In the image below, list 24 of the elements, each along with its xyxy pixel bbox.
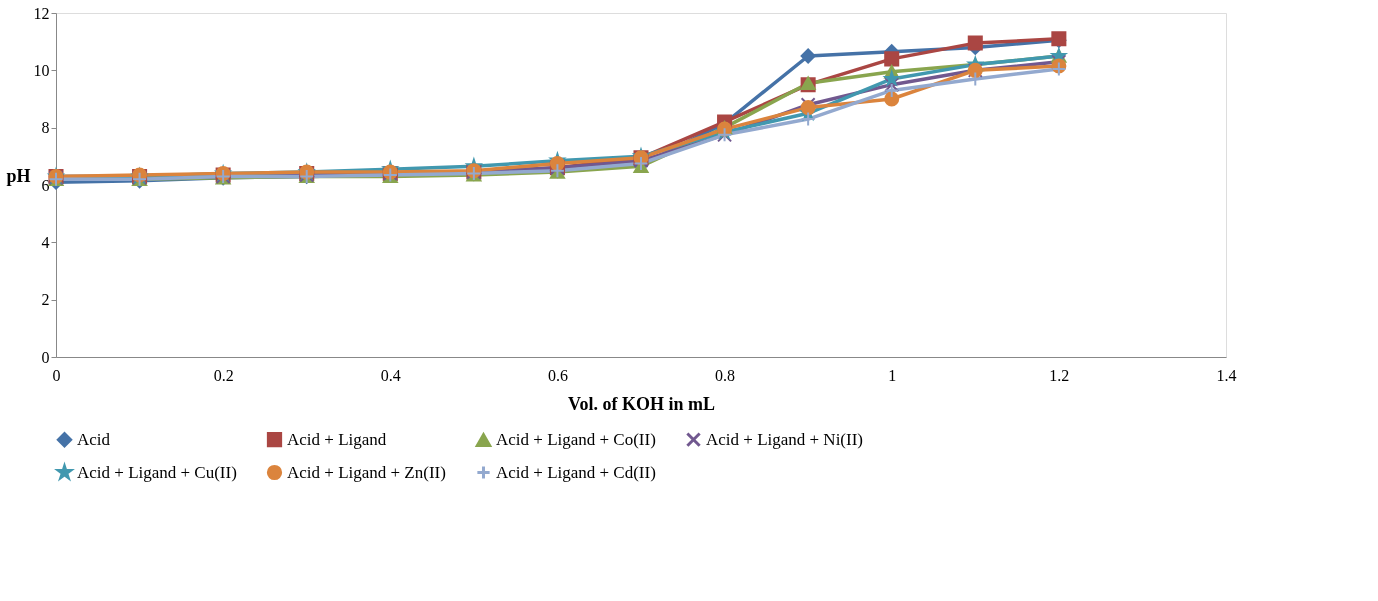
x-tick-label: 0 xyxy=(52,366,61,384)
y-tick-label: 12 xyxy=(33,4,50,22)
y-axis-title: pH xyxy=(6,165,31,186)
x-tick-label: 1 xyxy=(888,366,897,384)
x-tick-label: 1.4 xyxy=(1216,366,1237,384)
legend-label: Acid + Ligand + Ni(II) xyxy=(706,429,864,449)
y-tick-label: 4 xyxy=(41,233,50,251)
legend-label: Acid + Ligand + Cu(II) xyxy=(77,462,237,482)
x-axis-title: Vol. of KOH in mL xyxy=(568,393,715,414)
y-tick-label: 6 xyxy=(41,176,50,194)
x-tick-label: 0.4 xyxy=(380,366,401,384)
x-tick-label: 0.6 xyxy=(547,366,568,384)
legend-label: Acid + Ligand xyxy=(287,429,387,449)
y-tick-label: 2 xyxy=(41,291,50,309)
legend-label: Acid xyxy=(77,429,111,449)
y-tick-label: 8 xyxy=(41,119,50,137)
x-tick-label: 1.2 xyxy=(1049,366,1070,384)
x-tick-label: 0.8 xyxy=(715,366,736,384)
legend-label: Acid + Ligand + Cd(II) xyxy=(496,462,656,482)
legend-label: Acid + Ligand + Zn(II) xyxy=(287,462,446,482)
y-tick-label: 10 xyxy=(33,61,50,79)
legend-label: Acid + Ligand + Co(II) xyxy=(496,430,656,450)
x-tick-label: 0.2 xyxy=(213,366,234,384)
y-tick-label: 0 xyxy=(41,348,50,366)
